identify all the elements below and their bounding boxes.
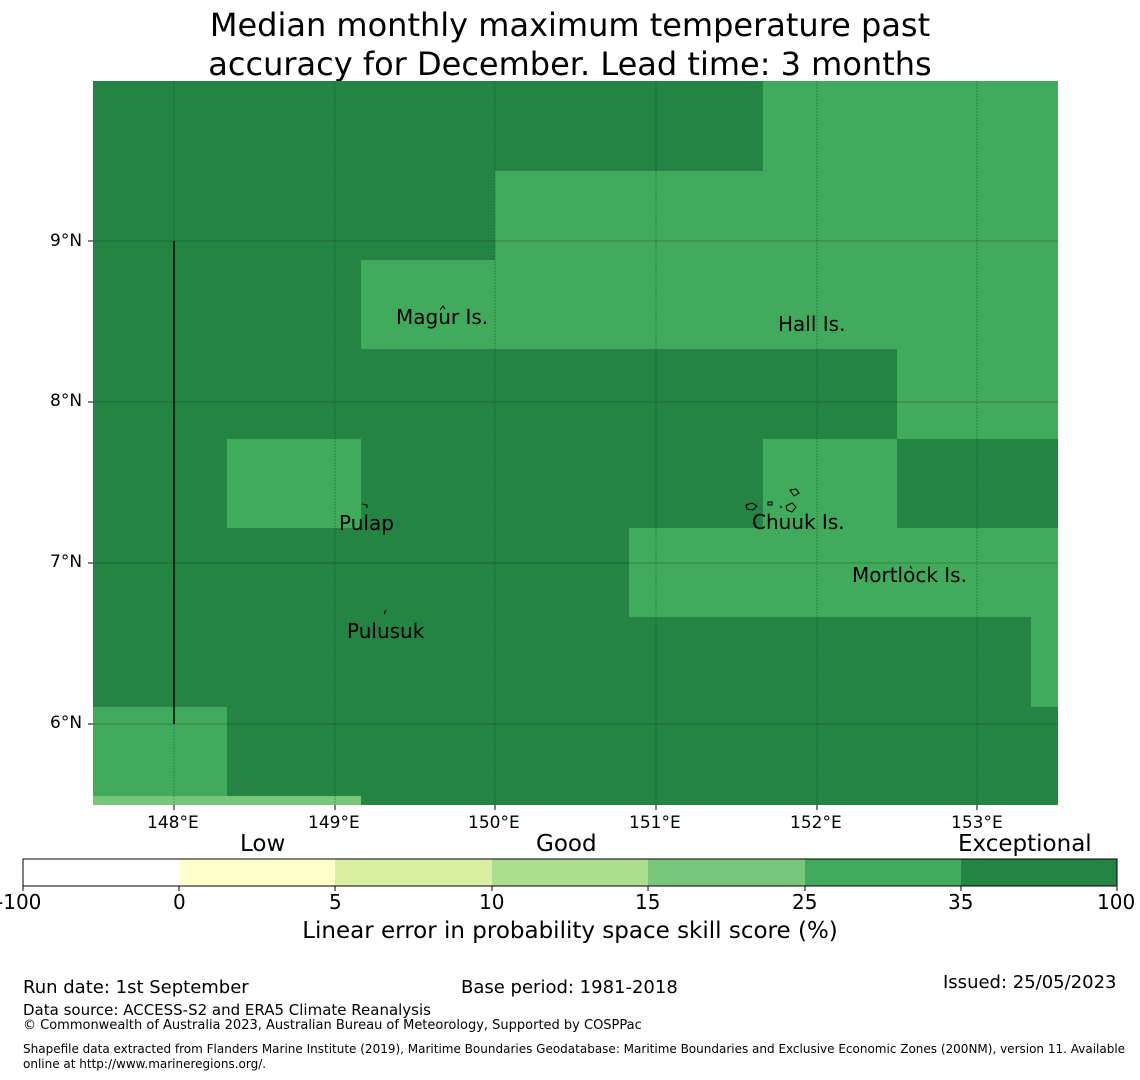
run-date: Run date: 1st September — [23, 977, 249, 998]
lat-tick-label: 6°N — [50, 713, 83, 733]
colorbar-tick-label: 25 — [792, 890, 818, 914]
colorbar-border — [22, 858, 1118, 887]
island-outlines — [361, 305, 913, 615]
lat-tick-label: 7°N — [50, 552, 83, 572]
colorbar-segment — [805, 859, 961, 886]
colorbar-tick-label: 15 — [635, 890, 661, 914]
lon-tick-label: 151°E — [629, 813, 681, 833]
data-source: Data source: ACCESS-S2 and ERA5 Climate … — [23, 1001, 431, 1019]
graticule — [88, 81, 1058, 810]
chuuk-island-outline-c — [789, 488, 800, 497]
lon-tick-label: 152°E — [790, 813, 842, 833]
skill-cell — [227, 439, 361, 528]
colorbar-tick-label: 5 — [329, 890, 342, 914]
skill-cell — [361, 260, 1058, 349]
lat-tick-label: 8°N — [50, 391, 83, 411]
place-label: Hall Is. — [778, 312, 846, 336]
colorbar-category-good: Good — [536, 831, 597, 857]
chuuk-island-outline-d — [785, 502, 797, 513]
skill-cell — [629, 528, 1058, 617]
place-label: Pulusuk — [347, 619, 425, 643]
colorbar-label: Linear error in probability space skill … — [302, 918, 838, 944]
place-label: Pulap — [339, 511, 394, 535]
mortlock-island-outline — [909, 565, 913, 570]
skill-cell — [93, 796, 361, 805]
place-label: Mortlock Is. — [852, 563, 967, 587]
colorbar-category-low: Low — [240, 831, 286, 857]
colorbar-category-exceptional: Exceptional — [958, 831, 1092, 857]
chart-title-line1: Median monthly maximum temperature past — [209, 6, 931, 44]
lon-tick-label: 149°E — [308, 813, 360, 833]
colorbar-tick-label: 100 — [1097, 890, 1136, 914]
lat-tick-label: 9°N — [50, 231, 83, 251]
colorbar-segment — [648, 859, 805, 886]
colorbar-tick-label: -100 — [0, 890, 42, 914]
lon-tick-label: 153°E — [951, 813, 1003, 833]
colorbar-segment — [23, 859, 179, 886]
colorbar-segment — [335, 859, 492, 886]
colorbar-segment — [179, 859, 335, 886]
skill-cell — [763, 81, 1058, 171]
base-period: Base period: 1981-2018 — [461, 977, 678, 998]
pulap-island-outline — [361, 503, 368, 508]
lon-tick-label: 148°E — [147, 813, 199, 833]
magur-island-outline — [439, 305, 446, 311]
issued-date: Issued: 25/05/2023 — [943, 972, 1117, 993]
shapefile-credit-line2: online at http://www.marineregions.org/. — [23, 1057, 267, 1071]
skill-cell — [1031, 617, 1058, 707]
chart-title-line2: accuracy for December. Lead time: 3 mont… — [208, 45, 932, 83]
lon-tick-label: 150°E — [468, 813, 520, 833]
pulusuk-island-outline — [383, 609, 387, 615]
colorbar-tick-label: 35 — [948, 890, 974, 914]
place-label: Chuuk Is. — [752, 510, 845, 534]
copyright: © Commonwealth of Australia 2023, Austra… — [23, 1018, 642, 1033]
place-label: Magur Is. — [396, 305, 489, 329]
chuuk-island-outline-b — [767, 501, 773, 506]
skill-cell — [495, 171, 1058, 260]
skill-cells — [93, 81, 1058, 805]
shapefile-credit-line1: Shapefile data extracted from Flanders M… — [23, 1042, 1126, 1056]
skill-cell — [763, 439, 897, 528]
skill-cell — [93, 707, 227, 796]
colorbar — [22, 858, 1118, 891]
colorbar-segment — [961, 859, 1117, 886]
colorbar-tick-label: 10 — [479, 890, 505, 914]
colorbar-tick-label: 0 — [173, 890, 186, 914]
chuuk-island-outline-e — [779, 505, 783, 509]
skill-cell — [897, 349, 1058, 439]
colorbar-segment — [492, 859, 648, 886]
chuuk-island-outline-a — [745, 502, 758, 511]
